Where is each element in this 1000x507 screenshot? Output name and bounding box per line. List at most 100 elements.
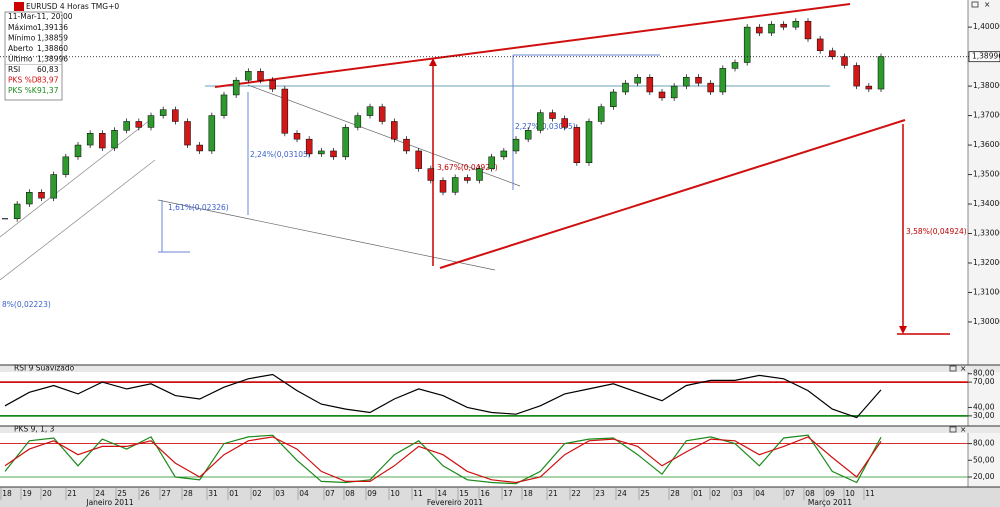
y-tick-label: 1,31000	[973, 287, 1000, 296]
candle	[354, 115, 362, 128]
candle	[695, 76, 702, 84]
candle	[549, 112, 556, 119]
date-label: 09	[825, 489, 835, 498]
info-value: 91,37	[37, 86, 59, 95]
chart-title: EURUSD 4 Horas TMG+0	[26, 2, 119, 11]
candle	[524, 130, 532, 140]
indicator-line	[4, 434, 882, 485]
date-label: 20	[42, 489, 52, 498]
candle	[537, 112, 544, 131]
info-label: PKS %D	[8, 76, 38, 85]
candle	[232, 79, 240, 96]
date-label: 14	[437, 489, 447, 498]
candle	[391, 121, 398, 140]
candle	[610, 91, 617, 107]
candle	[62, 156, 70, 175]
date-label: 23	[595, 489, 605, 498]
pane-title: PKS 9, 1, 3	[14, 425, 55, 434]
month-label: Março 2011	[808, 498, 852, 507]
candle	[135, 121, 143, 128]
date-label: 19	[22, 489, 32, 498]
measure-annotation: 1,61%(0,02326)	[168, 203, 229, 212]
candle	[743, 26, 751, 63]
indicator-line	[4, 373, 882, 419]
candle	[269, 79, 276, 90]
candle	[780, 23, 787, 28]
candle	[451, 177, 459, 193]
info-label: Aberto	[8, 44, 34, 53]
candle	[464, 177, 471, 181]
drawings	[0, 3, 950, 335]
y-tick-label: 1,32000	[973, 258, 1000, 267]
window-restore-button[interactable]	[971, 1, 979, 8]
candle	[50, 174, 57, 199]
y-tick-label: 80,00	[973, 369, 995, 378]
date-label: 31	[208, 489, 218, 498]
date-label: 01	[229, 489, 239, 498]
y-tick-label: 1,34000	[973, 199, 1000, 208]
date-label: 22	[571, 489, 581, 498]
candle	[378, 106, 386, 122]
candle	[257, 71, 264, 81]
candle	[318, 150, 325, 155]
date-label: 21	[67, 489, 77, 498]
date-label: 25	[640, 489, 650, 498]
candle	[184, 121, 191, 146]
info-box-frame	[4, 11, 63, 101]
info-label: PKS %K	[8, 86, 38, 95]
candle	[634, 76, 641, 84]
channel-line	[157, 199, 496, 271]
trend-line	[439, 119, 906, 269]
candle	[74, 144, 82, 158]
pane-restore-button[interactable]	[949, 426, 957, 433]
candle	[99, 133, 106, 149]
pane-title: RSI 9 Suavizado	[14, 364, 75, 373]
candle	[488, 156, 495, 169]
date-label: 24	[617, 489, 627, 498]
measure-annotation: 3,58%(0,04924)	[906, 227, 967, 236]
candle	[877, 56, 885, 90]
date-label: 07	[785, 489, 795, 498]
rsi-pane-header	[0, 365, 1000, 372]
date-label: 09	[367, 489, 377, 498]
candle	[670, 85, 678, 99]
date-label: 28	[183, 489, 193, 498]
candle	[597, 106, 605, 122]
candle	[792, 20, 800, 28]
candle	[561, 118, 568, 128]
y-tick-label: 20,00	[973, 472, 995, 481]
pane-close-button[interactable]: ×	[960, 425, 966, 434]
pane-close-button[interactable]: ×	[960, 364, 966, 373]
candle	[305, 138, 313, 155]
y-tick-label: 1,36000	[973, 140, 1000, 149]
pane-restore-button[interactable]	[949, 365, 957, 372]
stoch-pane-header	[0, 426, 1000, 433]
info-value: 1,38996	[37, 55, 68, 64]
candle	[245, 71, 252, 81]
candle	[646, 76, 654, 93]
measure-annotation: 3,67%(0,04924)	[437, 163, 498, 172]
y-tick-label: 1,40000	[973, 22, 1000, 31]
info-date: 11-Mar-11, 20:00	[8, 12, 73, 21]
candle	[196, 144, 203, 152]
y-tick-label: 1,30000	[973, 317, 1000, 326]
date-label: 28	[670, 489, 680, 498]
window-close-button[interactable]: ×	[984, 0, 990, 9]
price-axis-area	[968, 0, 1000, 487]
y-tick-label: 40,00	[973, 402, 995, 411]
y-tick-label: 80,00	[973, 439, 995, 448]
y-tick-label: 1,33000	[973, 229, 1000, 238]
date-label: 02	[252, 489, 262, 498]
y-tick-label: 1,38000	[973, 81, 1000, 90]
candle	[865, 85, 873, 90]
info-value: 1,39136	[37, 23, 68, 32]
candle	[573, 127, 581, 163]
candle	[853, 65, 860, 87]
candle	[123, 121, 130, 131]
candle	[512, 138, 520, 152]
y-tick-label: 1,37000	[973, 111, 1000, 120]
date-label: 18	[2, 489, 12, 498]
candle	[731, 62, 739, 69]
